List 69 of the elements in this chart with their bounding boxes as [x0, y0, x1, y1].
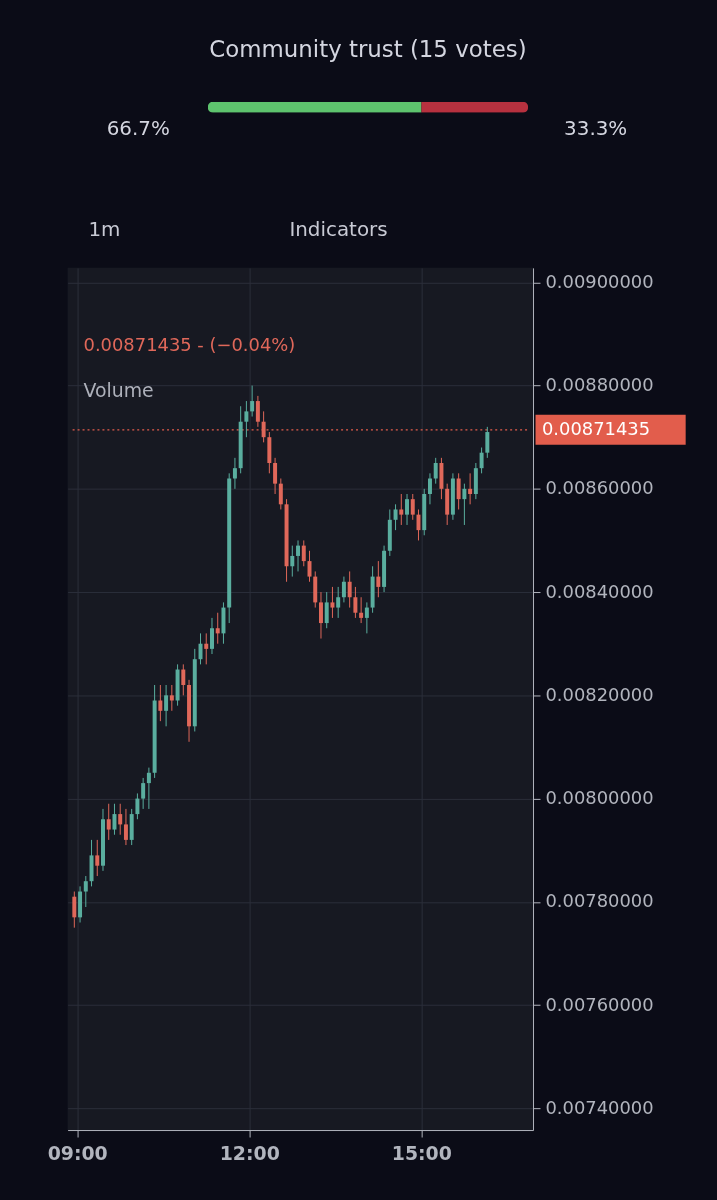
y-tick-label: 0.00780000 [545, 890, 654, 912]
x-tick-label: 09:00 [47, 1142, 108, 1165]
candlestick [112, 803, 117, 836]
candlestick [72, 891, 77, 929]
candlestick [347, 570, 352, 609]
candlestick [479, 447, 484, 474]
candlestick [169, 684, 174, 712]
candlestick [158, 684, 163, 722]
annotation: 0.00871435 - (−0.04%) [83, 334, 296, 356]
candlestick [164, 684, 169, 727]
candlestick [336, 586, 341, 619]
y-tick-label: 0.00860000 [545, 477, 654, 499]
y-tick-label: 0.00760000 [545, 993, 654, 1015]
y-tick-label: 0.00740000 [545, 1096, 654, 1118]
candlestick [462, 483, 467, 526]
data-label: 66.7% [106, 117, 170, 141]
candlestick [204, 632, 209, 665]
candlestick [324, 591, 329, 629]
text: 1m [88, 218, 121, 242]
y-tick-label: 0.00820000 [545, 683, 654, 705]
candlestick [255, 395, 260, 428]
candlestick [273, 457, 278, 495]
annotation: Volume [83, 379, 154, 402]
candlestick [359, 596, 364, 624]
y-tick-label: 0.00840000 [545, 580, 654, 602]
candlestick [341, 576, 346, 603]
candlestick [118, 803, 123, 836]
candlestick [427, 472, 432, 505]
candlestick [318, 591, 323, 640]
candlestick [296, 539, 301, 572]
candlestick [261, 410, 266, 443]
candlestick [123, 808, 128, 846]
candlestick [232, 457, 237, 490]
candlestick [433, 457, 438, 485]
candlestick [83, 875, 88, 908]
data-label: 33.3% [564, 117, 628, 141]
candlestick [198, 632, 203, 665]
candlestick [410, 493, 415, 521]
candlestick [353, 586, 358, 619]
candlestick [330, 586, 335, 619]
ref-line-label: 0.00871435 [541, 417, 651, 439]
text: Indicators [289, 218, 388, 242]
candlestick [290, 545, 295, 578]
x-tick-label: 12:00 [219, 1142, 280, 1165]
candlestick [456, 472, 461, 510]
candlestick [95, 839, 100, 877]
y-tick-label: 0.00880000 [545, 374, 654, 396]
candlestick [301, 539, 306, 567]
y-tick-label: 0.00900000 [545, 270, 654, 292]
candlestick [468, 472, 473, 505]
y-tick-label: 0.00800000 [545, 787, 654, 809]
candlestick [364, 601, 369, 634]
x-tick-label: 15:00 [391, 1142, 452, 1165]
candlestick [141, 777, 146, 810]
candlestick [146, 767, 151, 810]
candlestick [106, 803, 111, 841]
candlestick [393, 503, 398, 531]
candlestick [210, 617, 214, 655]
candlestick [376, 560, 381, 598]
candlestick [405, 493, 410, 526]
chart-title: Community trust (15 votes) [209, 36, 527, 63]
candlestick [135, 792, 140, 820]
candlestick [181, 663, 186, 696]
candlestick [399, 493, 404, 526]
candlestick [244, 400, 249, 438]
candlestick [215, 612, 220, 645]
candlestick [250, 385, 255, 418]
candlestick [485, 426, 490, 459]
candlestick [278, 478, 283, 510]
